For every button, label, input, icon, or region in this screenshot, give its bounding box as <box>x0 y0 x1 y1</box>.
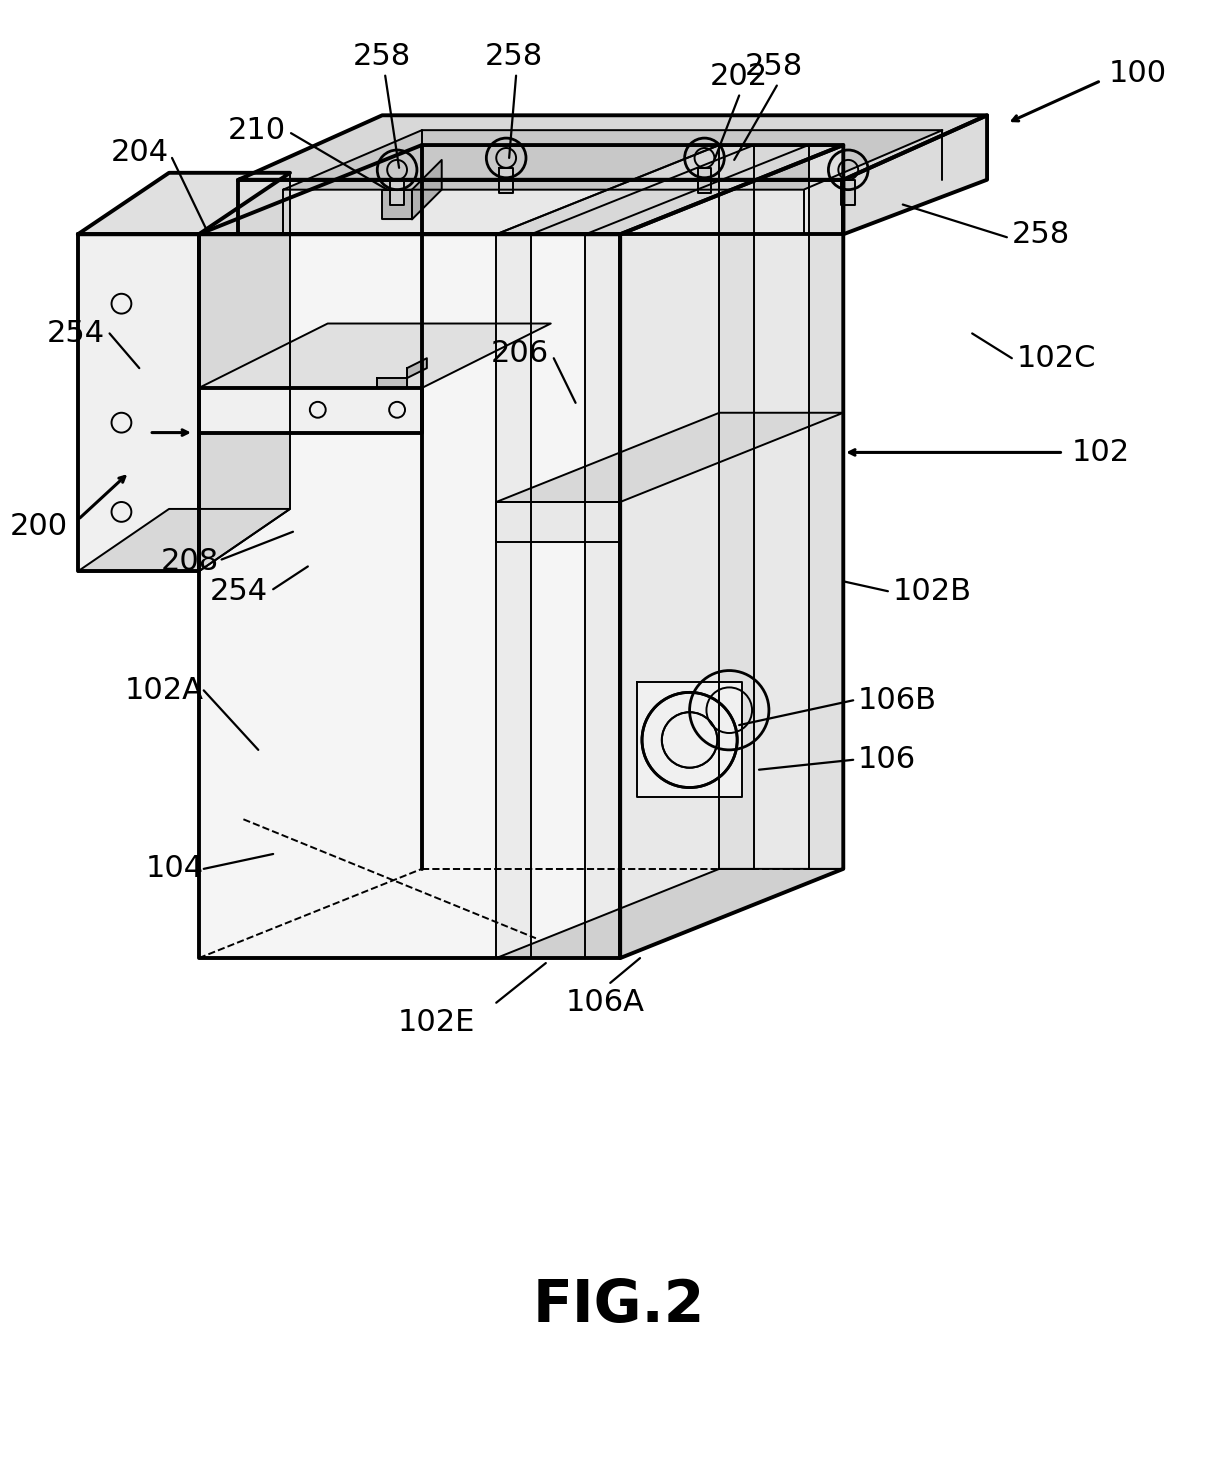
Text: 102E: 102E <box>398 1008 475 1037</box>
Text: 102: 102 <box>1071 438 1130 466</box>
Polygon shape <box>808 146 844 869</box>
Text: 106: 106 <box>858 746 916 774</box>
Text: 258: 258 <box>1012 219 1070 249</box>
Text: 204: 204 <box>111 138 169 168</box>
Text: 202: 202 <box>710 62 769 91</box>
Text: FIG.2: FIG.2 <box>533 1277 705 1334</box>
Polygon shape <box>391 179 404 204</box>
Polygon shape <box>586 234 620 958</box>
Polygon shape <box>698 168 711 193</box>
Text: 100: 100 <box>1109 59 1167 88</box>
Text: 210: 210 <box>228 116 286 144</box>
Polygon shape <box>411 160 442 219</box>
Polygon shape <box>238 179 844 234</box>
Text: 254: 254 <box>210 577 268 606</box>
Polygon shape <box>77 509 290 571</box>
Text: 258: 258 <box>744 51 803 81</box>
Polygon shape <box>199 146 844 234</box>
Polygon shape <box>496 413 844 502</box>
Text: 106B: 106B <box>858 685 937 715</box>
Polygon shape <box>77 172 290 234</box>
Text: 102A: 102A <box>125 675 204 705</box>
Polygon shape <box>496 502 620 541</box>
Text: 254: 254 <box>47 319 104 349</box>
Text: 104: 104 <box>146 855 204 884</box>
Polygon shape <box>284 129 942 190</box>
Text: 208: 208 <box>161 547 219 577</box>
Text: 258: 258 <box>354 41 411 71</box>
Polygon shape <box>637 683 742 797</box>
Polygon shape <box>720 146 754 869</box>
Polygon shape <box>238 115 987 179</box>
Polygon shape <box>496 869 844 958</box>
Text: 200: 200 <box>10 512 68 541</box>
Polygon shape <box>199 172 290 571</box>
Text: 102B: 102B <box>893 577 971 606</box>
Polygon shape <box>199 234 620 958</box>
Polygon shape <box>382 190 411 219</box>
Text: 106A: 106A <box>566 989 645 1016</box>
Polygon shape <box>496 234 530 958</box>
Polygon shape <box>377 378 406 388</box>
Polygon shape <box>500 168 513 193</box>
Text: 258: 258 <box>485 41 543 71</box>
Text: 206: 206 <box>491 338 549 368</box>
Polygon shape <box>199 324 551 388</box>
Polygon shape <box>199 388 422 432</box>
Polygon shape <box>77 234 199 571</box>
Polygon shape <box>844 115 987 234</box>
Polygon shape <box>620 146 844 958</box>
Polygon shape <box>496 146 844 234</box>
Polygon shape <box>841 179 855 204</box>
Text: 102C: 102C <box>1017 344 1097 372</box>
Polygon shape <box>406 359 427 378</box>
